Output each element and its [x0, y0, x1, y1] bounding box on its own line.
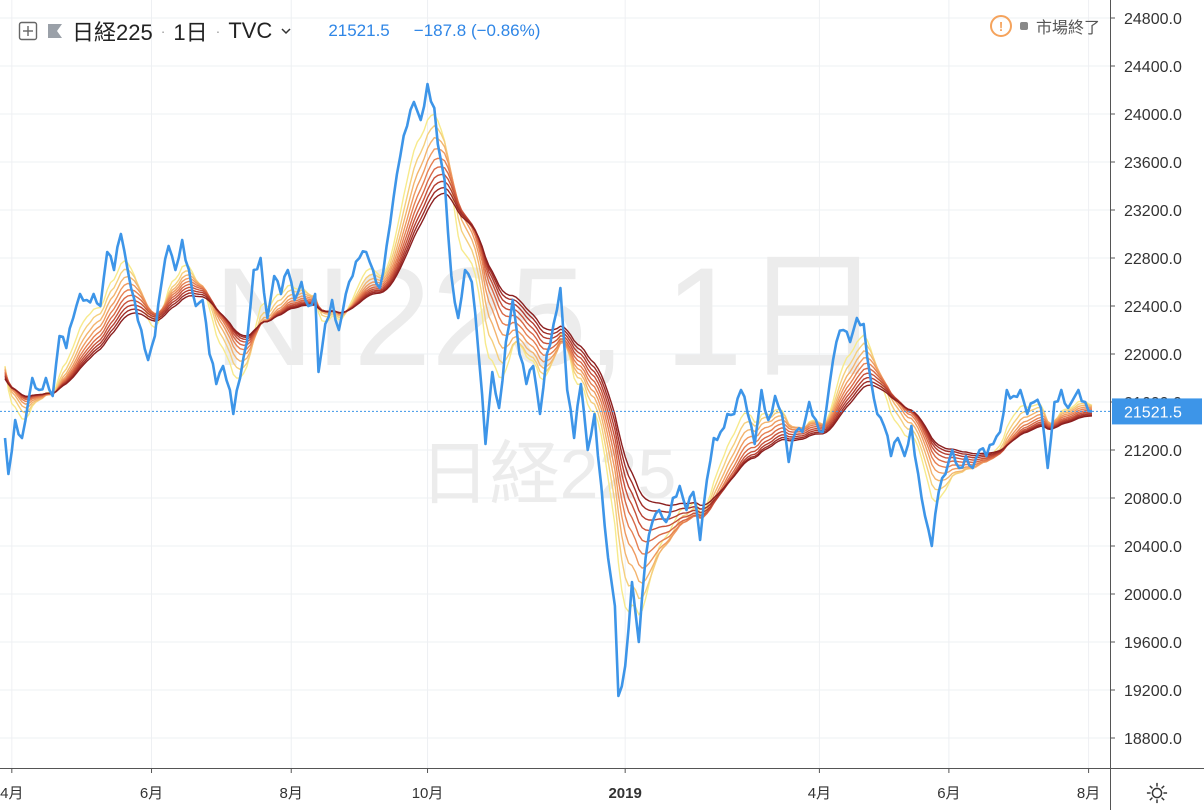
x-tick-label: 8月	[280, 785, 303, 802]
status-dot-icon	[1019, 22, 1028, 30]
last-price-label-bg	[1112, 398, 1202, 425]
x-tick-label: 8月	[1077, 785, 1100, 802]
exchange-label[interactable]: TVC	[228, 18, 273, 43]
y-tick-label: 20000.0	[1124, 587, 1182, 604]
warning-icon[interactable]: !	[989, 15, 1012, 37]
ma-line-35	[4, 192, 1093, 507]
y-tick-label: 22800.0	[1124, 251, 1182, 268]
y-tick-label: 24800.0	[1124, 11, 1182, 28]
y-tick-label: 19600.0	[1124, 635, 1182, 652]
ma-line-26	[4, 173, 1093, 532]
price-change: −187.8 (−0.86%)	[413, 21, 541, 40]
expand-icon[interactable]	[18, 21, 38, 41]
x-tick-label: 4月	[0, 785, 23, 802]
y-tick-label: 23600.0	[1124, 155, 1182, 172]
y-tick-label: 23200.0	[1124, 203, 1182, 220]
x-tick-label: 2019	[608, 785, 641, 802]
y-tick-label: 24000.0	[1124, 107, 1182, 124]
last-price-label: 21521.5	[1112, 398, 1202, 425]
watermark-line2: 日経225	[420, 435, 677, 513]
separator-dot: ·	[160, 23, 166, 39]
x-tick-label: 6月	[937, 785, 960, 802]
y-tick-label: 20400.0	[1124, 539, 1182, 556]
last-price: 21521.5	[328, 21, 390, 40]
x-axis-labels[interactable]: 4月 6月 8月 10月 2019 4月 6月 8月	[0, 768, 1100, 802]
ma-ribbon	[4, 113, 1093, 616]
chevron-down-icon[interactable]	[280, 26, 292, 36]
ma-line-17	[4, 147, 1093, 569]
price-line	[3, 82, 1093, 698]
x-tick-label: 10月	[412, 785, 444, 802]
y-tick-label: 19200.0	[1124, 683, 1182, 700]
y-tick-label: 20800.0	[1124, 491, 1182, 508]
flag-icon[interactable]	[46, 21, 64, 41]
y-tick-label: 21200.0	[1124, 443, 1182, 460]
y-tick-label: 22000.0	[1124, 347, 1182, 364]
x-tick-label: 6月	[140, 785, 163, 802]
symbol-name[interactable]: 日経225	[72, 20, 153, 45]
symbol-toolbar: 日経225 · 1日 · TVC 21521.5 −187.8 (−0.86%)	[18, 14, 540, 48]
watermark: NI225, 1日 日経225	[213, 238, 882, 513]
y-tick-label: 24400.0	[1124, 59, 1182, 76]
gear-icon[interactable]	[1146, 782, 1168, 804]
market-status-text: 市場終了	[1035, 20, 1100, 37]
market-status: ! 市場終了	[989, 14, 1100, 38]
ma-line-14	[4, 136, 1093, 584]
ma-line-20	[4, 157, 1093, 555]
y-axis-labels[interactable]: 24800.0 24400.0 24000.0 23600.0 23200.0 22800…	[1110, 11, 1182, 748]
y-tick-label: 18800.0	[1124, 731, 1182, 748]
x-tick-label: 4月	[808, 785, 831, 802]
last-price-label-text: 21521.5	[1124, 404, 1182, 421]
interval-label[interactable]: 1日	[173, 20, 208, 45]
y-tick-label: 22400.0	[1124, 299, 1182, 316]
separator-dot: ·	[215, 23, 221, 39]
